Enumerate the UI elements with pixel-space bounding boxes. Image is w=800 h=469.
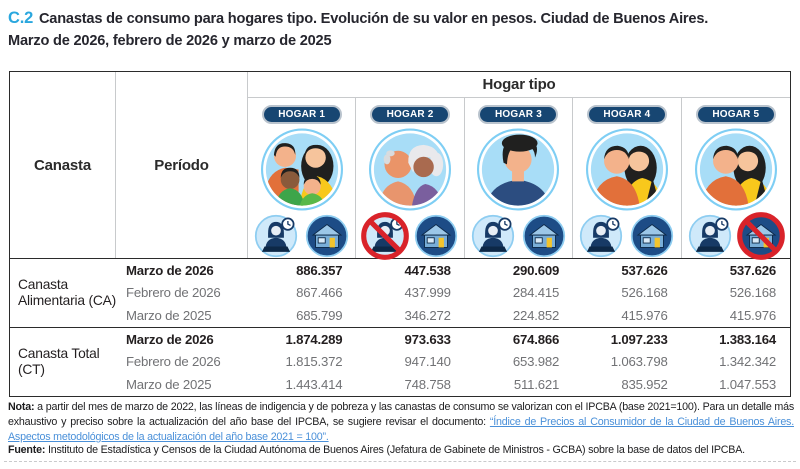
hogar-5-column-header: HOGAR 5 [682, 98, 790, 260]
column-header-canasta: Canasta [10, 72, 116, 258]
worker-hours-icon [688, 214, 732, 258]
value-ct-feb2026-hogar5: 1.342.342 [719, 354, 776, 369]
value-ct-mar2025-hogar2: 748.758 [404, 377, 451, 392]
canastas-table: Canasta Período Hogar tipo HOGAR 1 [9, 71, 791, 397]
period-label: Marzo de 2025 [126, 377, 212, 392]
hogar-2-badge: HOGAR 2 [370, 105, 451, 124]
worker-hours-prohibited-icon [360, 212, 409, 260]
figure-title-text: Canastas de consumo para hogares tipo. E… [38, 11, 709, 27]
hogar-4-column-header: HOGAR 4 [573, 98, 682, 258]
value-ct-feb2026-hogar1: 1.815.372 [285, 354, 343, 369]
value-ca-mar2026-hogar2: 447.538 [356, 258, 465, 281]
period-label: Marzo de 2026 [116, 258, 248, 281]
value-ca-mar2025-hogar5: 415.976 [729, 308, 776, 323]
worker-hours-icon [579, 214, 623, 258]
house-prohibited-icon [737, 212, 786, 260]
house-icon [630, 214, 674, 258]
figure-code: C.2 [8, 9, 34, 27]
worker-hours-icon [471, 214, 515, 258]
column-group-header-hogar-tipo: Hogar tipo [248, 72, 790, 98]
prohibition-icon [737, 212, 786, 260]
value-ct-feb2026-hogar3: 653.982 [512, 354, 560, 369]
house-icon [305, 214, 349, 258]
period-label: Febrero de 2026 [126, 285, 221, 300]
value-ct-mar2026-hogar4: 1.097.233 [573, 327, 682, 350]
nota-label: Nota: [8, 401, 35, 413]
elderly-couple-illustration [369, 128, 452, 211]
adult-couple-illustration [694, 128, 777, 211]
hogar-2-column-header: HOGAR 2 [356, 98, 465, 260]
value-ca-mar2025-hogar2: 346.272 [404, 308, 451, 323]
period-label: Febrero de 2026 [126, 354, 221, 369]
prohibition-icon [360, 212, 409, 260]
worker-hours-icon [254, 214, 298, 258]
value-ct-mar2025-hogar1: 1.443.414 [285, 377, 343, 392]
nota: Nota: a partir del mes de marzo de 2022,… [8, 400, 794, 445]
value-ca-feb2026-hogar4: 526.168 [621, 285, 668, 300]
house-icon [522, 214, 566, 258]
value-ca-feb2026-hogar5: 526.168 [729, 285, 776, 300]
value-ct-mar2026-hogar5: 1.383.164 [681, 327, 790, 350]
value-ca-mar2026-hogar4: 537.626 [573, 258, 682, 281]
value-ca-feb2026-hogar3: 284.415 [512, 285, 560, 300]
value-ct-mar2026-hogar3: 674.866 [464, 327, 574, 350]
value-ct-mar2025-hogar5: 1.047.553 [719, 377, 776, 392]
value-ca-feb2026-hogar1: 867.466 [296, 285, 343, 300]
hogar-4-badge: HOGAR 4 [586, 105, 667, 124]
value-ct-feb2026-hogar4: 1.063.798 [610, 354, 668, 369]
single-adult-man-illustration [477, 128, 560, 211]
column-header-periodo: Período [116, 72, 248, 258]
period-label: Marzo de 2026 [116, 327, 248, 350]
fuente-text: Instituto de Estadística y Censos de la … [45, 444, 745, 456]
methodology-document-link[interactable]: “Índice de Precios al Consumidor de la C… [8, 415, 794, 443]
period-label: Marzo de 2025 [126, 308, 212, 323]
figure-subtitle: Marzo de 2026, febrero de 2026 y marzo d… [8, 32, 332, 49]
fuente-label: Fuente: [8, 444, 46, 456]
value-ca-mar2025-hogar4: 415.976 [621, 308, 668, 323]
row-group-canasta-total: Canasta Total (CT) [10, 327, 116, 396]
value-ct-mar2025-hogar3: 511.621 [513, 377, 560, 392]
value-ct-mar2026-hogar1: 1.874.289 [248, 327, 357, 350]
value-ca-mar2026-hogar3: 290.609 [464, 258, 574, 281]
hogar-1-badge: HOGAR 1 [261, 105, 342, 124]
bottom-divider [4, 461, 796, 462]
family-two-adults-two-children-illustration [260, 128, 343, 211]
value-ca-mar2025-hogar1: 685.799 [296, 308, 343, 323]
row-group-canasta-alimentaria: Canasta Alimentaria (CA) [10, 258, 116, 327]
value-ca-mar2026-hogar5: 537.626 [681, 258, 790, 281]
value-ct-mar2026-hogar2: 973.633 [356, 327, 465, 350]
value-ca-mar2025-hogar3: 224.852 [512, 308, 560, 323]
hogar-5-badge: HOGAR 5 [695, 105, 776, 124]
house-icon [414, 214, 458, 258]
hogar-3-column-header: HOGAR 3 [465, 98, 574, 258]
figure-title: C.2 Canastas de consumo para hogares tip… [8, 6, 796, 53]
value-ca-feb2026-hogar2: 437.999 [404, 285, 451, 300]
value-ct-mar2025-hogar4: 835.952 [621, 377, 668, 392]
fuente: Fuente: Instituto de Estadística y Censo… [8, 444, 794, 456]
adult-couple-illustration [585, 128, 668, 211]
nota-text: a partir del mes de marzo de 2022, las l… [8, 401, 794, 428]
hogar-3-badge: HOGAR 3 [478, 105, 559, 124]
value-ca-mar2026-hogar1: 886.357 [248, 258, 357, 281]
hogar-1-column-header: HOGAR 1 [248, 98, 357, 258]
value-ct-feb2026-hogar2: 947.140 [404, 354, 451, 369]
